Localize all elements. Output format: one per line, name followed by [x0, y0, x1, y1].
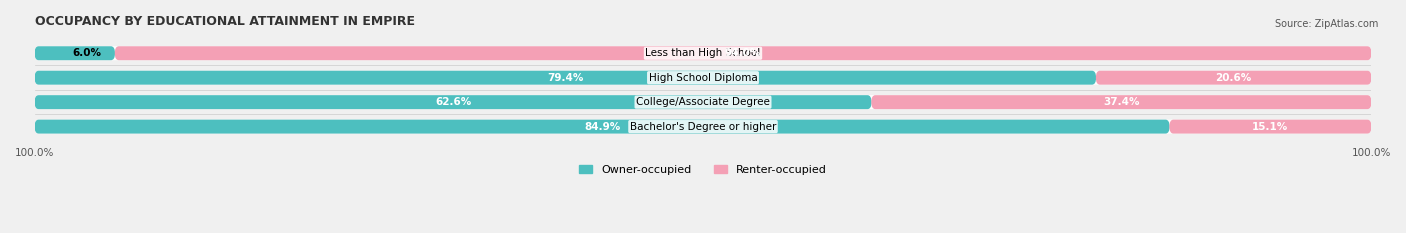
FancyBboxPatch shape: [35, 120, 1371, 134]
FancyBboxPatch shape: [1170, 120, 1371, 134]
Text: OCCUPANCY BY EDUCATIONAL ATTAINMENT IN EMPIRE: OCCUPANCY BY EDUCATIONAL ATTAINMENT IN E…: [35, 15, 415, 28]
FancyBboxPatch shape: [35, 95, 872, 109]
FancyBboxPatch shape: [35, 95, 1371, 109]
FancyBboxPatch shape: [35, 71, 1097, 85]
FancyBboxPatch shape: [872, 95, 1371, 109]
Text: College/Associate Degree: College/Associate Degree: [636, 97, 770, 107]
FancyBboxPatch shape: [35, 46, 115, 60]
FancyBboxPatch shape: [115, 46, 1371, 60]
FancyBboxPatch shape: [35, 71, 1371, 85]
Text: 37.4%: 37.4%: [1104, 97, 1140, 107]
Text: High School Diploma: High School Diploma: [648, 73, 758, 83]
Text: 84.9%: 84.9%: [583, 122, 620, 132]
Text: 94.0%: 94.0%: [725, 48, 761, 58]
FancyBboxPatch shape: [35, 46, 1371, 60]
Text: 62.6%: 62.6%: [434, 97, 471, 107]
Text: 6.0%: 6.0%: [73, 48, 101, 58]
Text: 20.6%: 20.6%: [1216, 73, 1251, 83]
FancyBboxPatch shape: [1095, 71, 1371, 85]
Text: Source: ZipAtlas.com: Source: ZipAtlas.com: [1274, 19, 1378, 29]
Text: Bachelor's Degree or higher: Bachelor's Degree or higher: [630, 122, 776, 132]
Text: 15.1%: 15.1%: [1253, 122, 1288, 132]
FancyBboxPatch shape: [35, 120, 1170, 134]
Legend: Owner-occupied, Renter-occupied: Owner-occupied, Renter-occupied: [575, 160, 831, 179]
Text: Less than High School: Less than High School: [645, 48, 761, 58]
Text: 79.4%: 79.4%: [547, 73, 583, 83]
